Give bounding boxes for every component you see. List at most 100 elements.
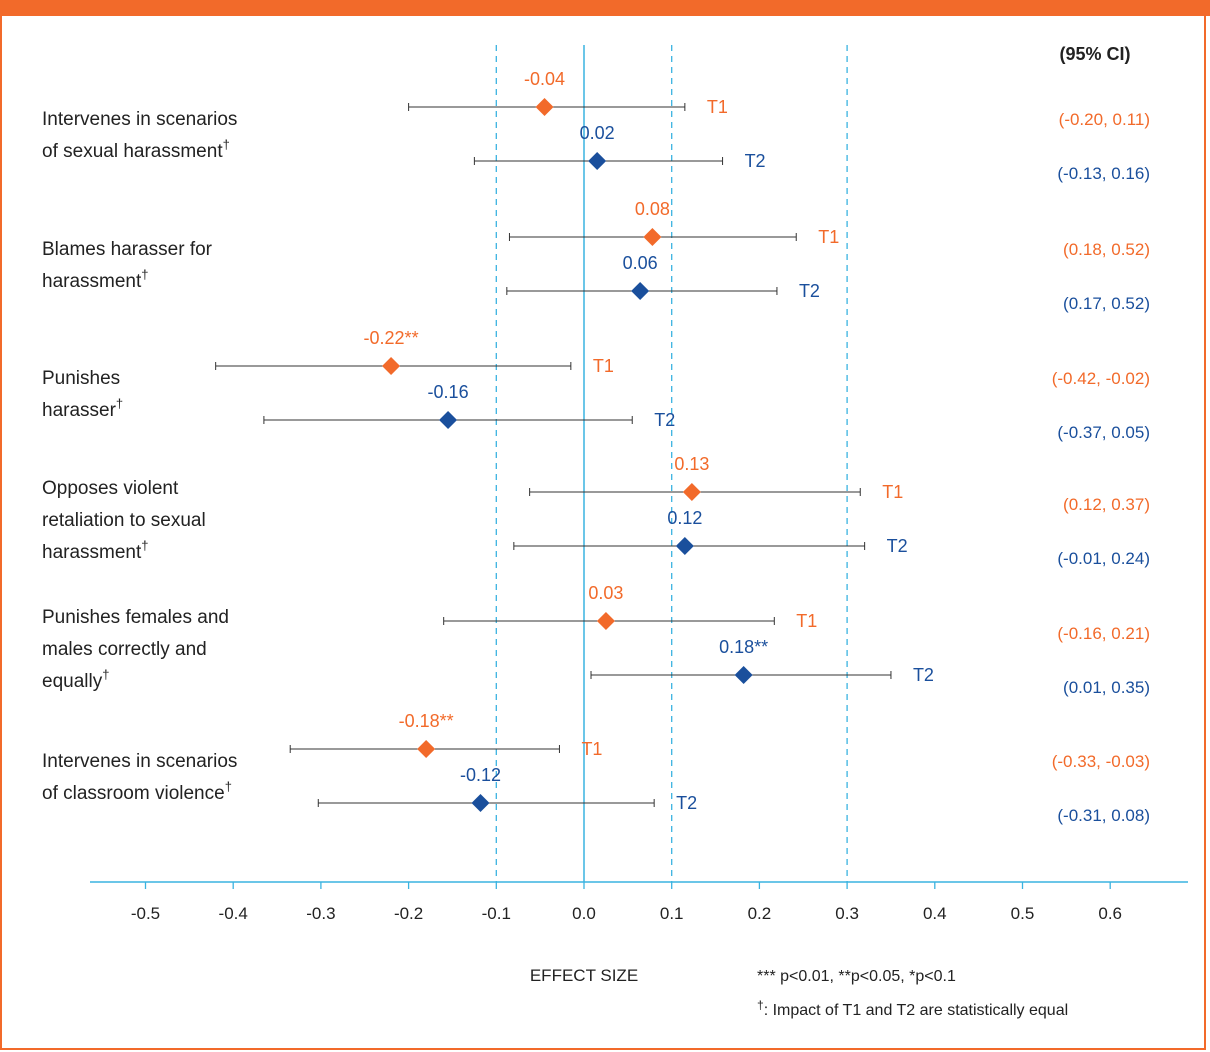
t2-ci-text: (-0.13, 0.16) [1057, 164, 1150, 183]
dagger-mark: † [141, 267, 148, 282]
t2-estimate-label: 0.06 [623, 253, 658, 273]
x-tick-label: 0.3 [835, 904, 859, 923]
t1-series-label: T1 [882, 482, 903, 502]
t1-ci-text: (-0.20, 0.11) [1059, 110, 1150, 129]
outcome-label-line: Intervenes in scenarios [42, 751, 237, 772]
t1-estimate-label: -0.04 [524, 69, 565, 89]
x-axis-title: EFFECT SIZE [530, 966, 638, 985]
outcome-label: Opposes violent retaliation to sexual hara… [42, 478, 206, 563]
t2-ci-text: (0.01, 0.35) [1063, 678, 1150, 697]
t2-estimate-label: -0.16 [428, 382, 469, 402]
outcome-label-line: Intervenes in scenarios [42, 109, 237, 130]
t1-ci-text: (-0.33, -0.03) [1052, 752, 1150, 771]
t1-series-label: T1 [593, 356, 614, 376]
t2-estimate-marker [588, 152, 607, 170]
ci-column-header: (95% CI) [1059, 44, 1130, 64]
t2-series-label: T2 [676, 793, 697, 813]
t1-ci-text: (-0.16, 0.21) [1057, 624, 1150, 643]
t2-series-label: T2 [745, 151, 766, 171]
t1-ci-text: (0.18, 0.52) [1063, 240, 1150, 259]
t2-series-label: T2 [654, 410, 675, 430]
x-tick-label: -0.5 [131, 904, 160, 923]
t2-ci-text: (-0.37, 0.05) [1057, 423, 1150, 442]
x-tick-label: 0.1 [660, 904, 684, 923]
x-axis: -0.5 -0.4 -0.3 -0.2 -0.1 0.0 0.1 0.2 0.3 0.4 0.5 0.… [90, 881, 1188, 923]
t1-estimate-marker [596, 612, 615, 630]
reference-lines [495, 45, 848, 882]
dagger-mark: † [102, 667, 109, 682]
x-tick-label: 0.0 [572, 904, 596, 923]
t1-estimate-label: -0.22** [364, 328, 419, 348]
t2-estimate-marker [675, 537, 694, 555]
t1-series-label: T1 [707, 97, 728, 117]
x-tick-label: 0.2 [748, 904, 772, 923]
outcome-label-line: Blames harasser for [42, 239, 213, 260]
outcome-rows: Intervenes in scenarios of sexual harassm… [42, 69, 1150, 825]
t2-series-label: T2 [887, 536, 908, 556]
t2-ci-text: (-0.31, 0.08) [1057, 806, 1150, 825]
t1-estimate-label: 0.03 [588, 583, 623, 603]
x-tick-label: 0.6 [1098, 904, 1122, 923]
t2-estimate-marker [734, 666, 753, 684]
t1-series-label: T1 [796, 611, 817, 631]
t1-ci-text: (-0.42, -0.02) [1052, 369, 1150, 388]
outcome-label-line: retaliation to sexual [42, 510, 206, 531]
t1-estimate-marker [535, 98, 554, 116]
outcome-label-line: males correctly and [42, 639, 207, 660]
outcome-label-line: harassment [42, 542, 142, 563]
t2-estimate-marker [471, 794, 490, 812]
outcome-label: Intervenes in scenarios of classroom viol… [42, 751, 237, 804]
t1-estimate-marker [643, 228, 662, 246]
t2-estimate-label: 0.02 [580, 123, 615, 143]
outcome-label-line: Opposes violent [42, 478, 179, 499]
outcome-label-line: Punishes females and [42, 607, 229, 628]
t2-estimate-marker [631, 282, 650, 300]
outcome-label-line: harassment [42, 271, 142, 292]
significance-note: *** p<0.01, **p<0.05, *p<0.1 [757, 968, 956, 985]
outcome-label: Intervenes in scenarios of sexual harassm… [42, 109, 237, 162]
top-accent-band [0, 0, 1210, 16]
t2-estimate-marker [439, 411, 458, 429]
t1-ci-text: (0.12, 0.37) [1063, 495, 1150, 514]
t1-series-label: T1 [581, 739, 602, 759]
dagger-note: †: Impact of T1 and T2 are statistically… [757, 998, 1068, 1019]
dagger-mark: † [141, 538, 148, 553]
dagger-mark: † [225, 779, 232, 794]
t1-series-label: T1 [818, 227, 839, 247]
outcome-label-line: Punishes [42, 368, 120, 389]
t2-estimate-label: 0.18** [719, 637, 768, 657]
x-tick-label: -0.1 [482, 904, 511, 923]
dagger-note-symbol: † [757, 998, 764, 1012]
t1-estimate-label: -0.18** [399, 711, 454, 731]
t1-estimate-marker [417, 740, 436, 758]
outcome-label-line: of classroom violence [42, 783, 225, 804]
dagger-mark: † [116, 396, 123, 411]
outcome-row: Intervenes in scenarios of sexual harassm… [42, 69, 1150, 183]
t2-estimate-label: 0.12 [667, 508, 702, 528]
x-tick-label: 0.4 [923, 904, 947, 923]
x-tick-label: 0.5 [1011, 904, 1035, 923]
outcome-row: Opposes violent retaliation to sexual hara… [42, 454, 1150, 568]
t1-estimate-label: 0.13 [674, 454, 709, 474]
outcome-row: Blames harasser for harassment† 0.08 T1 (0.1… [42, 199, 1150, 313]
outcome-label: Punishes harasser† [42, 368, 123, 421]
outcome-label: Punishes females and males correctly and e… [42, 607, 229, 692]
x-tick-label: -0.3 [306, 904, 335, 923]
x-tick-label: -0.2 [394, 904, 423, 923]
dagger-note-text: : Impact of T1 and T2 are statistically … [764, 1002, 1068, 1019]
t2-series-label: T2 [913, 665, 934, 685]
outcome-label-line: of sexual harassment [42, 141, 223, 162]
t2-estimate-label: -0.12 [460, 765, 501, 785]
t2-ci-text: (0.17, 0.52) [1063, 294, 1150, 313]
outcome-row: Punishes females and males correctly and e… [42, 583, 1150, 697]
outcome-label: Blames harasser for harassment† [42, 239, 213, 292]
x-tick-label: -0.4 [219, 904, 248, 923]
t1-estimate-label: 0.08 [635, 199, 670, 219]
t1-estimate-marker [682, 483, 701, 501]
t2-ci-text: (-0.01, 0.24) [1057, 549, 1150, 568]
dagger-mark: † [223, 137, 230, 152]
outcome-label-line: harasser [42, 400, 117, 421]
outcome-row: Punishes harasser† -0.22** T1 (-0.42, -0.02)… [42, 328, 1150, 442]
